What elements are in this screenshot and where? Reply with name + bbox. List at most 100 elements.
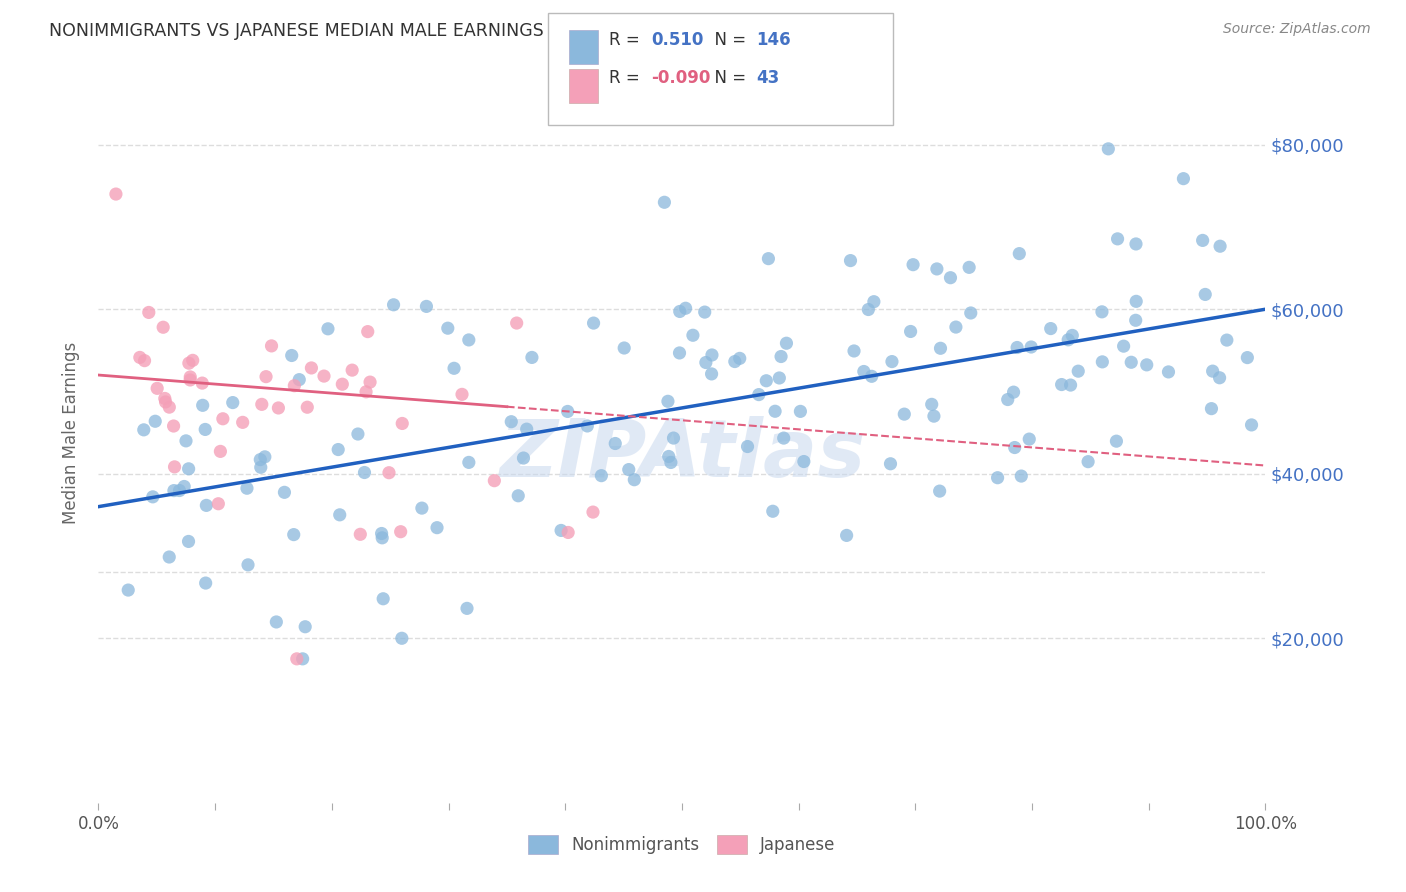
Point bbox=[328, 442, 350, 457]
Point bbox=[285, 652, 308, 666]
Point bbox=[1136, 358, 1159, 372]
Point bbox=[893, 407, 915, 421]
Point bbox=[1050, 377, 1073, 392]
Point bbox=[1077, 455, 1099, 469]
Point bbox=[456, 601, 478, 615]
Point bbox=[505, 316, 527, 330]
Point bbox=[294, 620, 316, 634]
Point bbox=[411, 501, 433, 516]
Point bbox=[755, 374, 778, 388]
Point bbox=[370, 526, 392, 541]
Point bbox=[900, 325, 922, 339]
Point bbox=[793, 454, 815, 468]
Point bbox=[232, 415, 254, 429]
Point bbox=[863, 294, 886, 309]
Point bbox=[415, 300, 437, 314]
Point bbox=[557, 404, 579, 418]
Point bbox=[347, 427, 370, 442]
Point bbox=[177, 462, 200, 476]
Point bbox=[371, 531, 394, 545]
Point bbox=[879, 457, 901, 471]
Text: R =: R = bbox=[609, 31, 645, 49]
Point bbox=[373, 591, 395, 606]
Point bbox=[143, 414, 166, 428]
Text: 146: 146 bbox=[756, 31, 792, 49]
Point bbox=[179, 370, 201, 384]
Point bbox=[426, 521, 449, 535]
Point bbox=[1002, 385, 1025, 400]
Point bbox=[340, 363, 363, 377]
Point bbox=[157, 400, 180, 414]
Text: NONIMMIGRANTS VS JAPANESE MEDIAN MALE EARNINGS CORRELATION CHART: NONIMMIGRANTS VS JAPANESE MEDIAN MALE EA… bbox=[49, 22, 738, 40]
Point bbox=[389, 524, 412, 539]
Point bbox=[929, 341, 952, 355]
Point bbox=[157, 549, 180, 564]
Point bbox=[880, 354, 903, 368]
Text: R =: R = bbox=[609, 69, 645, 87]
Point bbox=[1208, 371, 1230, 385]
Point bbox=[1059, 378, 1081, 392]
Point bbox=[1240, 417, 1263, 432]
Point bbox=[758, 252, 780, 266]
Point bbox=[550, 524, 572, 538]
Point bbox=[1157, 365, 1180, 379]
Point bbox=[957, 260, 980, 275]
Point bbox=[457, 333, 479, 347]
Point bbox=[169, 483, 191, 498]
Point bbox=[128, 351, 150, 365]
Point bbox=[163, 459, 186, 474]
Point bbox=[283, 378, 305, 392]
Point bbox=[617, 462, 640, 476]
Point bbox=[1125, 236, 1147, 251]
Point bbox=[1008, 246, 1031, 260]
Point bbox=[382, 298, 405, 312]
Point bbox=[330, 377, 353, 392]
Point bbox=[1067, 364, 1090, 378]
Point bbox=[659, 455, 682, 469]
Point bbox=[138, 305, 160, 319]
Point bbox=[117, 583, 139, 598]
Point bbox=[1097, 142, 1119, 156]
Point bbox=[1091, 305, 1114, 319]
Point bbox=[1194, 287, 1216, 301]
Point bbox=[1019, 340, 1042, 354]
Point bbox=[280, 349, 302, 363]
Point bbox=[1125, 313, 1147, 327]
Point bbox=[842, 343, 865, 358]
Point bbox=[945, 320, 967, 334]
Point bbox=[1010, 469, 1032, 483]
Point bbox=[623, 473, 645, 487]
Point bbox=[153, 392, 176, 406]
Point bbox=[662, 431, 685, 445]
Point bbox=[1173, 171, 1195, 186]
Point bbox=[209, 444, 232, 458]
Point bbox=[1201, 364, 1223, 378]
Point bbox=[266, 615, 288, 629]
Point bbox=[359, 375, 381, 389]
Text: Source: ZipAtlas.com: Source: ZipAtlas.com bbox=[1223, 22, 1371, 37]
Point bbox=[249, 452, 271, 467]
Point bbox=[668, 346, 690, 360]
Point bbox=[693, 305, 716, 319]
Point bbox=[299, 361, 322, 376]
Point bbox=[1039, 321, 1062, 335]
Point bbox=[181, 353, 204, 368]
Point bbox=[273, 485, 295, 500]
Point bbox=[682, 328, 704, 343]
Point bbox=[312, 369, 335, 384]
Point bbox=[959, 306, 981, 320]
Point bbox=[695, 355, 717, 369]
Point bbox=[195, 499, 218, 513]
Point bbox=[194, 422, 217, 436]
Point bbox=[378, 466, 401, 480]
Point bbox=[236, 481, 259, 495]
Point bbox=[436, 321, 458, 335]
Point bbox=[457, 455, 479, 469]
Point bbox=[316, 322, 339, 336]
Y-axis label: Median Male Earnings: Median Male Earnings bbox=[62, 342, 80, 524]
Point bbox=[922, 409, 945, 424]
Point bbox=[104, 187, 127, 202]
Point bbox=[1004, 441, 1026, 455]
Point bbox=[207, 497, 229, 511]
Point bbox=[772, 431, 794, 445]
